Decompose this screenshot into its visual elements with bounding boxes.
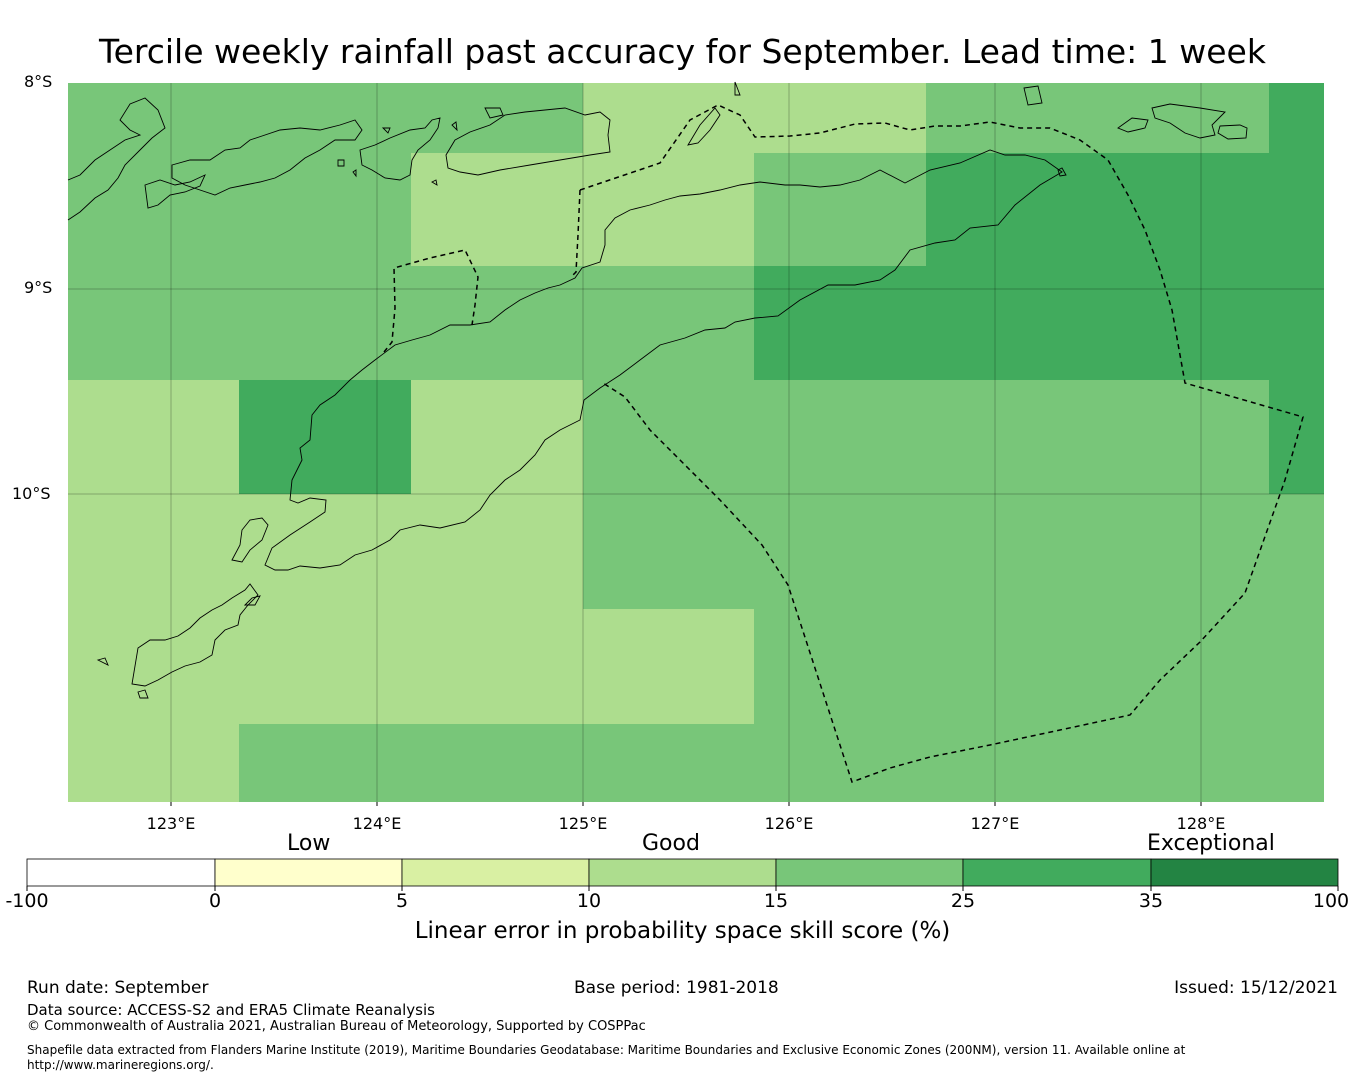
colorbar-tick: 35 [1138, 890, 1164, 912]
shapefile-credit-line1: Shapefile data extracted from Flanders M… [27, 1043, 1186, 1057]
colorbar-tick: 0 [208, 890, 222, 912]
lon-label-125e: 125°E [558, 814, 608, 833]
copyright: © Commonwealth of Australia 2021, Austra… [27, 1019, 646, 1034]
run-date: Run date: September [27, 978, 209, 998]
coastlines [67, 81, 1248, 699]
issued-date: Issued: 15/12/2021 [1174, 978, 1338, 998]
base-period: Base period: 1981-2018 [574, 978, 779, 998]
colorbar-tick: 5 [395, 890, 409, 912]
colorbar-tick: -100 [5, 890, 49, 912]
skill-grid-cells [68, 83, 1324, 802]
category-low: Low [287, 831, 331, 856]
colorbar [26, 858, 1339, 887]
graticule-lines [68, 83, 1324, 802]
lat-label-8s: 8°S [24, 72, 53, 91]
colorbar-tick: 10 [576, 890, 602, 912]
lat-label-9s: 9°S [24, 278, 53, 297]
lon-label-124e: 124°E [352, 814, 402, 833]
colorbar-tick: 100 [1312, 890, 1350, 912]
map-title: Tercile weekly rainfall past accuracy fo… [99, 32, 1266, 71]
lon-label-123e: 123°E [146, 814, 196, 833]
lon-label-126e: 126°E [764, 814, 814, 833]
lat-label-10s: 10°S [12, 484, 51, 503]
maritime-boundaries [383, 104, 1304, 783]
colorbar-label: Linear error in probability space skill … [414, 918, 951, 944]
lon-label-127e: 127°E [970, 814, 1020, 833]
category-good: Good [642, 831, 700, 856]
data-source: Data source: ACCESS-S2 and ERA5 Climate … [27, 1001, 435, 1019]
lon-label-128e: 128°E [1176, 814, 1226, 833]
category-exceptional: Exceptional [1147, 831, 1275, 856]
colorbar-tick: 15 [763, 890, 789, 912]
colorbar-tick: 25 [950, 890, 976, 912]
shapefile-credit-line2: http://www.marineregions.org/. [27, 1058, 214, 1072]
